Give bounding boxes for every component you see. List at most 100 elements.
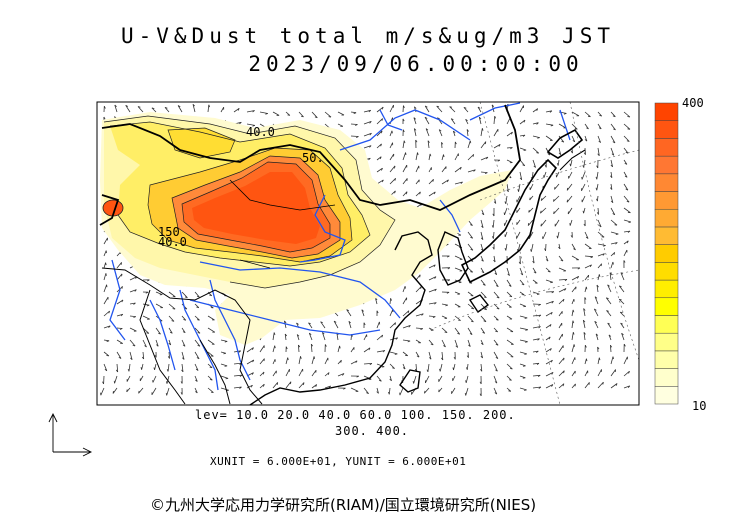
wind-vector bbox=[620, 272, 625, 281]
wind-vector bbox=[480, 303, 487, 310]
wind-vector bbox=[376, 387, 379, 394]
wind-vector-head bbox=[395, 337, 398, 340]
reference-vector-icon bbox=[48, 412, 93, 457]
wind-vector-head bbox=[452, 367, 454, 371]
wind-vector-head bbox=[369, 145, 372, 148]
wind-vector bbox=[142, 339, 147, 348]
wind-vector-head bbox=[549, 348, 552, 351]
wind-vector-head bbox=[402, 118, 405, 122]
wind-vector bbox=[452, 130, 456, 137]
wind-vector-head bbox=[369, 132, 372, 136]
wind-vector bbox=[438, 129, 443, 137]
dust-level-400 bbox=[192, 172, 320, 244]
wind-vector bbox=[454, 327, 461, 335]
wind-vector bbox=[194, 327, 201, 334]
wind-vector bbox=[518, 183, 521, 192]
wind-vector-head bbox=[519, 177, 523, 181]
wind-vector bbox=[493, 315, 499, 321]
wind-vector bbox=[519, 267, 524, 276]
wind-vector-head bbox=[146, 332, 149, 334]
wind-vector-head bbox=[538, 304, 541, 306]
wind-vector bbox=[310, 344, 313, 353]
wind-vector bbox=[415, 179, 420, 185]
wind-vector bbox=[532, 159, 536, 168]
wind-vector-head bbox=[420, 328, 423, 330]
wind-vector bbox=[480, 267, 485, 274]
wind-vector-head bbox=[522, 164, 525, 167]
wind-vector bbox=[532, 267, 537, 274]
wind-vector bbox=[151, 387, 157, 396]
wind-vector bbox=[532, 122, 539, 125]
wind-vector-head bbox=[310, 343, 314, 347]
wind-vector bbox=[428, 315, 436, 317]
wind-vector-head bbox=[606, 297, 609, 300]
wind-vector bbox=[623, 171, 628, 178]
wind-vector bbox=[413, 128, 417, 137]
wind-vector-head bbox=[296, 322, 299, 325]
wind-vector bbox=[116, 262, 122, 269]
wind-vector bbox=[582, 320, 586, 329]
wind-vector bbox=[597, 111, 602, 117]
wind-vector-head bbox=[322, 332, 325, 335]
wind-vector-head bbox=[574, 383, 576, 387]
wind-vector-head bbox=[533, 271, 537, 274]
wind-vector bbox=[584, 111, 591, 118]
wind-vector bbox=[493, 116, 496, 125]
wind-vector-head bbox=[120, 313, 124, 317]
wind-vector bbox=[527, 219, 534, 226]
wind-vector-head bbox=[610, 344, 613, 348]
wind-vector-head bbox=[540, 198, 543, 201]
wind-vector bbox=[363, 109, 371, 113]
wind-vector-head bbox=[368, 347, 371, 351]
wind-vector bbox=[480, 141, 487, 149]
contour-label-group: 40.0 50. 150 40.0 bbox=[158, 125, 324, 249]
wind-vector-head bbox=[536, 108, 539, 111]
wind-vector bbox=[129, 302, 136, 305]
wind-vector-head bbox=[551, 384, 554, 387]
wind-vector bbox=[532, 108, 538, 113]
wind-vector bbox=[246, 123, 255, 126]
wind-vector bbox=[557, 159, 560, 166]
wind-vector bbox=[506, 387, 512, 392]
wind-vector bbox=[454, 291, 461, 295]
wind-vector-head bbox=[466, 129, 469, 132]
wind-vector bbox=[545, 359, 553, 365]
wind-vector bbox=[540, 207, 547, 214]
wind-vector bbox=[389, 298, 391, 305]
wind-vector bbox=[506, 131, 513, 137]
wind-vector-head bbox=[252, 125, 256, 127]
wind-vector-head bbox=[584, 297, 587, 300]
wind-vector bbox=[308, 332, 313, 341]
wind-vector-head bbox=[380, 143, 382, 147]
wind-vector-head bbox=[394, 353, 398, 355]
wind-vector-head bbox=[355, 360, 358, 364]
wind-vector bbox=[610, 231, 619, 235]
wind-vector-head bbox=[547, 153, 551, 156]
wind-vector-head bbox=[548, 336, 551, 340]
wind-vector-head bbox=[196, 295, 200, 298]
wind-vector bbox=[128, 363, 131, 372]
wind-vector-head bbox=[126, 389, 128, 392]
colorbar-swatch bbox=[654, 386, 679, 405]
wind-vector bbox=[298, 382, 305, 389]
wind-vector bbox=[610, 195, 614, 203]
wind-vector bbox=[402, 191, 408, 197]
wind-vector bbox=[454, 153, 459, 161]
wind-vector bbox=[259, 383, 265, 389]
wind-vector bbox=[584, 382, 590, 389]
wind-vector bbox=[413, 117, 417, 125]
wind-vector bbox=[558, 147, 562, 155]
wind-vector bbox=[114, 375, 118, 384]
wind-vector-head bbox=[408, 325, 411, 328]
wind-vector bbox=[545, 110, 552, 113]
wind-vector bbox=[623, 240, 629, 245]
wind-vector bbox=[415, 165, 420, 173]
wind-vector bbox=[402, 363, 406, 370]
wind-vector-head bbox=[558, 246, 561, 250]
wind-vector bbox=[454, 255, 463, 260]
wind-vector-head bbox=[494, 272, 497, 276]
wind-vector-head bbox=[381, 179, 384, 183]
wind-vector-head bbox=[603, 245, 606, 247]
wind-vector bbox=[272, 111, 280, 116]
wind-vector bbox=[610, 219, 618, 226]
